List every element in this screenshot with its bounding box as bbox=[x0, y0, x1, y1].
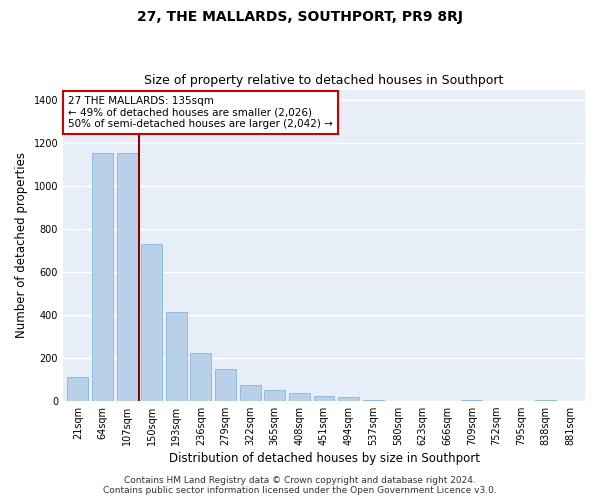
Bar bbox=[141, 244, 162, 400]
Text: 27, THE MALLARDS, SOUTHPORT, PR9 8RJ: 27, THE MALLARDS, SOUTHPORT, PR9 8RJ bbox=[137, 10, 463, 24]
Bar bbox=[314, 396, 334, 400]
Bar bbox=[116, 153, 137, 400]
Bar bbox=[215, 369, 236, 400]
Bar bbox=[265, 390, 285, 400]
Title: Size of property relative to detached houses in Southport: Size of property relative to detached ho… bbox=[145, 74, 504, 87]
Bar bbox=[67, 377, 88, 400]
Bar bbox=[338, 398, 359, 400]
Bar bbox=[239, 384, 260, 400]
Text: 27 THE MALLARDS: 135sqm
← 49% of detached houses are smaller (2,026)
50% of semi: 27 THE MALLARDS: 135sqm ← 49% of detache… bbox=[68, 96, 333, 129]
X-axis label: Distribution of detached houses by size in Southport: Distribution of detached houses by size … bbox=[169, 452, 479, 465]
Text: Contains HM Land Registry data © Crown copyright and database right 2024.
Contai: Contains HM Land Registry data © Crown c… bbox=[103, 476, 497, 495]
Bar bbox=[92, 153, 113, 400]
Bar bbox=[289, 393, 310, 400]
Y-axis label: Number of detached properties: Number of detached properties bbox=[15, 152, 28, 338]
Bar bbox=[166, 312, 187, 400]
Bar bbox=[190, 354, 211, 401]
